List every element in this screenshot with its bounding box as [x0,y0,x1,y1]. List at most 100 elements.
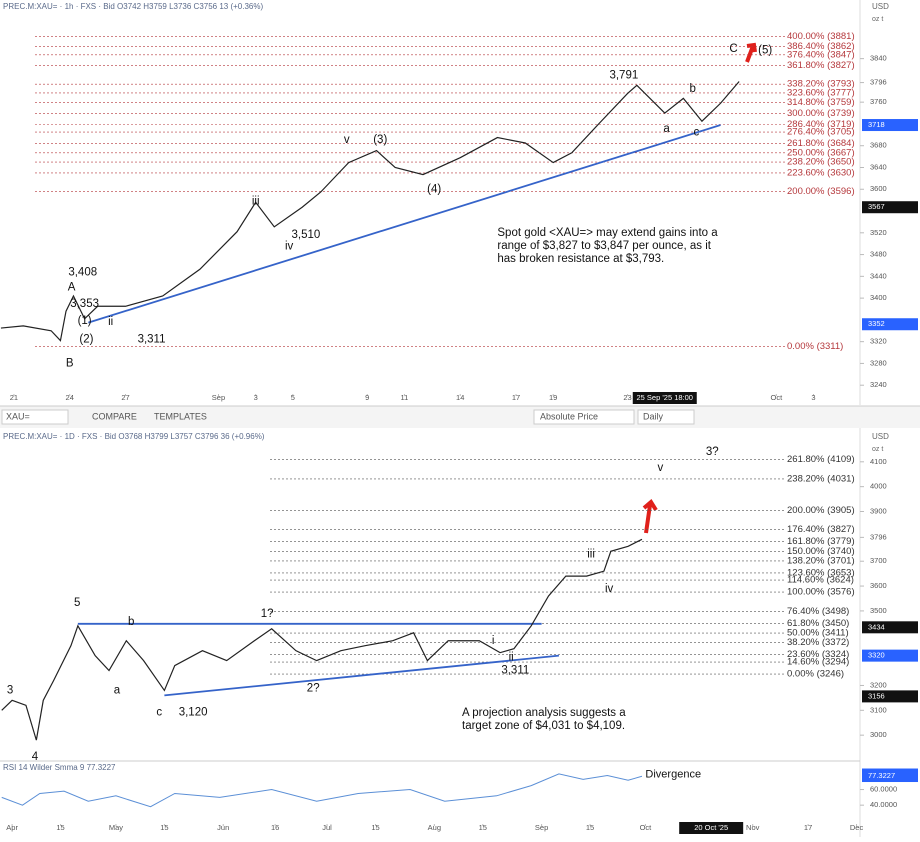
fib-label: 0.00% (3246) [787,669,844,680]
symbol-input[interactable] [1,409,69,425]
x-tick-label: Apr [6,823,18,832]
price-tag-label: 77.3227 [868,771,895,780]
fib-label: 400.00% (3881) [787,31,855,42]
y-tick-label: 3840 [870,54,887,63]
x-tick-label: 3 [811,393,815,402]
x-tick-label: 15 [586,823,594,832]
fib-label: 200.00% (3905) [787,505,855,516]
fib-label: 138.20% (3701) [787,555,855,566]
y-tick-label: 40.0000 [870,800,897,809]
price-tag [862,690,918,703]
red-arrow [642,498,658,534]
fib-label: 100.00% (3576) [787,587,855,598]
fib-label: 0.00% (3311) [787,341,843,352]
x-tick-label: 23 [623,393,631,402]
x-tag-label: 25 Sep '25 18:00 [637,393,693,402]
wave-label: (5) [758,44,772,56]
x-tick-label: Oct [640,823,653,832]
wave-label: 3? [706,446,719,458]
fib-label: 61.80% (3450) [787,618,849,629]
price-mode-select[interactable] [533,409,635,425]
wave-label: c [693,127,699,139]
wave-label: Divergence [645,769,701,781]
wave-label: v [657,462,663,474]
wave-label: b [689,83,695,95]
x-tick-label: 15 [160,823,168,832]
currency: USD [872,2,889,11]
fib-label: 261.80% (3684) [787,138,855,149]
trendline [88,124,721,324]
y-tick-label: 3680 [870,141,887,150]
wave-label: a [114,684,121,696]
price-line [1,773,643,808]
fib-label: 238.20% (4031) [787,473,855,484]
wave-label: 3 [7,684,13,696]
x-tick-label: 3 [254,393,258,402]
price-tag [862,119,918,132]
wave-label: 3,510 [291,229,320,241]
x-tick-label: Jul [322,823,332,832]
fib-label: 314.80% (3759) [787,97,855,108]
y-tick-label: 4100 [870,457,887,466]
templates-button[interactable]: TEMPLATES [154,411,207,421]
y-tick-label: 3760 [870,97,887,106]
y-tick-label: 3700 [870,556,887,565]
red-arrow [745,42,757,63]
compare-button[interactable]: COMPARE [92,411,137,421]
x-tick-label: 9 [365,393,369,402]
fib-label: 361.80% (3827) [787,60,855,71]
fib-label: 114.60% (3624) [787,575,854,586]
y-tick-label: 3100 [870,705,887,714]
wave-label: (2) [79,334,93,346]
y-tick-label: 3500 [870,606,887,615]
x-tick-label: 19 [549,393,557,402]
symbol: XAU= [6,411,30,421]
fib-label: 176.40% (3827) [787,524,855,535]
wave-label: ii [108,316,113,328]
y-tick-label: 3400 [870,293,887,302]
y-tick-label: 3640 [870,162,887,171]
x-tick-label: 17 [512,393,520,402]
interval: Daily [643,411,664,421]
price-tag-label: 3718 [868,120,885,129]
y-tick-label: 3520 [870,228,887,237]
wave-label: 3,311 [138,334,166,346]
y-tick-label: 3600 [870,581,887,590]
price-mode: Absolute Price [540,411,598,421]
wave-label: (4) [427,183,441,195]
price-tag-label: 3434 [868,622,885,631]
wave-label: v [344,134,350,146]
y-tick-label: 3280 [870,358,887,367]
fib-label: 338.20% (3793) [787,79,855,90]
y-tick-label: 3480 [870,250,887,259]
x-tick-label: 24 [66,393,74,402]
wave-label: ii [509,652,514,664]
wave-label: iv [285,240,294,252]
x-tick-label: Sep [535,823,548,832]
wave-label: 2? [307,682,320,694]
wave-label: iii [587,548,595,560]
note: A projection analysis suggests a [462,707,626,719]
wave-label: b [128,616,134,628]
y-tick-label: 3240 [870,380,887,389]
x-tick-label: 27 [121,393,129,402]
fib-label: 14.60% (3294) [787,657,849,668]
x-tick-label: 14 [456,393,464,402]
y-tick-label: 3796 [870,532,887,541]
price-line [1,538,643,741]
x-tick-label: 15 [371,823,379,832]
x-tick-label: 15 [479,823,487,832]
wave-label: (3) [373,134,387,146]
price-tag [862,201,918,214]
fib-label: 238.20% (3650) [787,157,855,168]
interval-select[interactable] [637,409,695,425]
price-tag-label: 3320 [868,651,885,660]
x-tick-label: Nov [746,823,760,832]
x-tick-label: 15 [56,823,64,832]
note: range of $3,827 to $3,847 per ounce, as … [497,240,711,252]
x-tick-label: 11 [401,393,409,402]
x-tick-label: Aug [428,823,441,832]
price-tag [862,649,918,662]
y-tick-label: 3320 [870,337,887,346]
